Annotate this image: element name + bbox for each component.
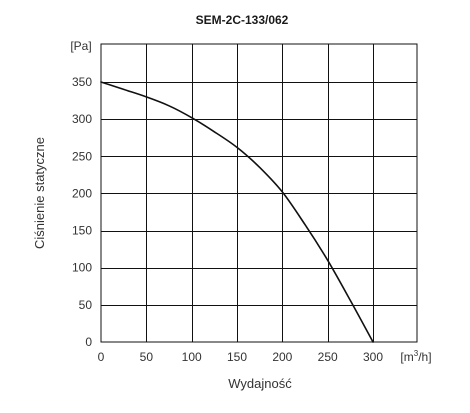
y-tick-label: 200 [72,186,92,200]
grid [101,44,417,342]
x-tick-labels: 0 50 100 150 200 250 300 [98,350,384,364]
x-axis-unit: [m3/h] [400,349,431,364]
y-tick-label: 350 [72,75,92,89]
y-tick-label: 250 [72,149,92,163]
x-tick-label: 0 [98,350,105,364]
y-tick-labels: 0 50 100 150 200 250 300 350 [72,75,92,349]
x-tick-label: 100 [182,350,202,364]
y-tick-label: 100 [72,261,92,275]
plot-frame [100,43,418,343]
x-tick-label: 150 [227,350,247,364]
x-tick-label: 200 [272,350,292,364]
x-axis-label: Wydajność [228,376,292,391]
y-tick-label: 0 [85,335,92,349]
x-tick-label: 300 [363,350,383,364]
y-tick-label: 50 [79,298,93,312]
x-tick-label: 250 [318,350,338,364]
y-axis-unit: [Pa] [70,39,91,53]
fan-curve [100,81,374,343]
y-tick-label: 300 [72,112,92,126]
x-tick-label: 50 [140,350,154,364]
y-tick-label: 150 [72,224,92,238]
chart-title: SEM-2C-133/062 [196,13,289,27]
y-axis-label: Ciśnienie statyczne [32,137,47,249]
